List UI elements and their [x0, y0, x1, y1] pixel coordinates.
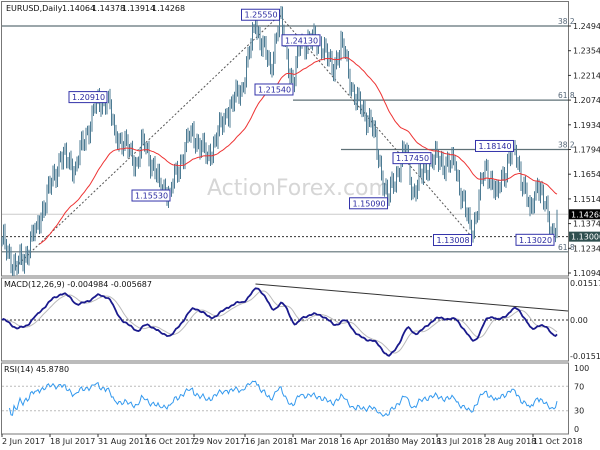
current-price-badge: [569, 209, 600, 220]
date-tick-label: 16 Jan 2018: [245, 437, 293, 446]
swing-label-text: 1.24130: [285, 36, 318, 45]
current-price-label: 1.14268: [571, 210, 600, 219]
fib-level-label: 38.2: [558, 141, 575, 150]
swing-label-box: [433, 234, 472, 247]
price-tick-label: 1.16540: [573, 170, 600, 179]
date-tick-label: 29 Nov 2017: [194, 437, 245, 446]
macd-label: MACD(12,26,9) -0.004984 -0.005687: [4, 280, 152, 289]
swing-label-text: 1.15090: [353, 199, 386, 208]
fib-level-label: 61.8: [558, 91, 575, 100]
swing-label-text: 1.18140: [479, 142, 512, 151]
fib-level-label: 38.2: [558, 17, 575, 26]
macd-indicator: 0.015178 0.00 -0.015126: [1, 279, 600, 361]
ohlc-high: 1.14378: [92, 4, 125, 13]
price-panel-frame: [1, 1, 569, 277]
price-tick-label: 1.15140: [573, 195, 600, 204]
trendline: [279, 14, 472, 237]
macd-signal-line: [1, 290, 558, 354]
price-tick-label: 1.13740: [573, 220, 600, 229]
date-tick-label: 16 Apr 2018: [341, 437, 390, 446]
price-tick-label: 1.17940: [573, 146, 600, 155]
level-badge: [569, 231, 600, 242]
ma-line: [39, 57, 558, 245]
rsi-panel-frame: [1, 362, 569, 435]
macd-tick-label: 0.00: [570, 316, 588, 325]
macd-panel-frame: [1, 277, 569, 362]
ohlc-open: 1.14064: [62, 4, 95, 13]
price-axis: 1.24940 1.23540 1.22140 1.20740 1.19340 1.179…: [568, 22, 600, 278]
price-tick-label: 1.24940: [573, 22, 600, 31]
swing-label-box: [254, 83, 294, 96]
swing-label-box: [241, 8, 280, 21]
swing-label-box: [131, 189, 171, 202]
swing-label-text: 1.21540: [258, 85, 291, 94]
trendline: [15, 14, 280, 268]
date-tick-label: 18 Jul 2017: [50, 437, 95, 446]
swing-label-text: 1.13008: [437, 236, 470, 245]
macd-trendline: [255, 283, 569, 312]
price-tick-label: 1.12340: [573, 244, 600, 253]
symbol-header: EURUSD,Daily: [6, 4, 63, 13]
price-tick-label: 1.22140: [573, 71, 600, 80]
date-tick-label: 2 Jun 2017: [2, 437, 45, 446]
price-tick-label: 1.23540: [573, 47, 600, 56]
fib-level-label: 61.8: [558, 243, 575, 252]
date-tick-label: 30 May 2018: [389, 437, 441, 446]
price-tick-label: 1.20740: [573, 96, 600, 105]
rsi-tick-label: 100: [574, 364, 589, 373]
swing-label-box: [392, 152, 432, 165]
date-tick-label: 31 Aug 2017: [98, 437, 149, 446]
trendlines: [15, 14, 472, 268]
date-tick-label: 28 Aug 2018: [485, 437, 536, 446]
date-tick-label: 13 Jul 2018: [437, 437, 482, 446]
swing-label-box: [515, 233, 555, 246]
swing-label-box: [349, 197, 388, 210]
swing-label-text: 1.20910: [72, 93, 105, 102]
swing-label-box: [475, 139, 514, 152]
date-tick-label: 16 Oct 2017: [146, 437, 195, 446]
price-tick-label: 1.19340: [573, 121, 600, 130]
ohlc-low: 1.13914: [122, 4, 155, 13]
price-bars: [1, 5, 558, 277]
rsi-line: [9, 380, 558, 417]
swing-label-box: [281, 34, 321, 47]
price-tick-label: 1.10940: [573, 269, 600, 278]
rsi-indicator: 100 70 30 0: [2, 364, 589, 434]
macd-tick-label: 0.015178: [570, 279, 600, 288]
swing-label-text: 1.25550: [245, 11, 278, 20]
macd-tick-label: -0.015126: [570, 352, 600, 361]
date-tick-label: 1 Mar 2018: [293, 437, 339, 446]
rsi-label: RSI(14) 45.8780: [4, 365, 69, 374]
moving-average: [39, 57, 558, 245]
rsi-tick-label: 30: [574, 407, 584, 416]
date-tick-label: 11 Oct 2018: [533, 437, 582, 446]
swing-label-text: 1.13020: [519, 236, 552, 245]
swing-labels: 1.25550 1.24130 1.21540 1.20910 1.15530 1.150…: [68, 8, 555, 247]
swing-label-text: 1.15530: [135, 192, 168, 201]
rsi-tick-label: 0: [574, 425, 579, 434]
swing-label-text: 1.17450: [396, 154, 429, 163]
macd-line: [1, 287, 558, 357]
swing-label-box: [68, 91, 108, 104]
watermark: ActionForex.com: [207, 176, 390, 201]
ohlc-close: 1.14268: [152, 4, 185, 13]
rsi-tick-label: 70: [574, 382, 584, 391]
